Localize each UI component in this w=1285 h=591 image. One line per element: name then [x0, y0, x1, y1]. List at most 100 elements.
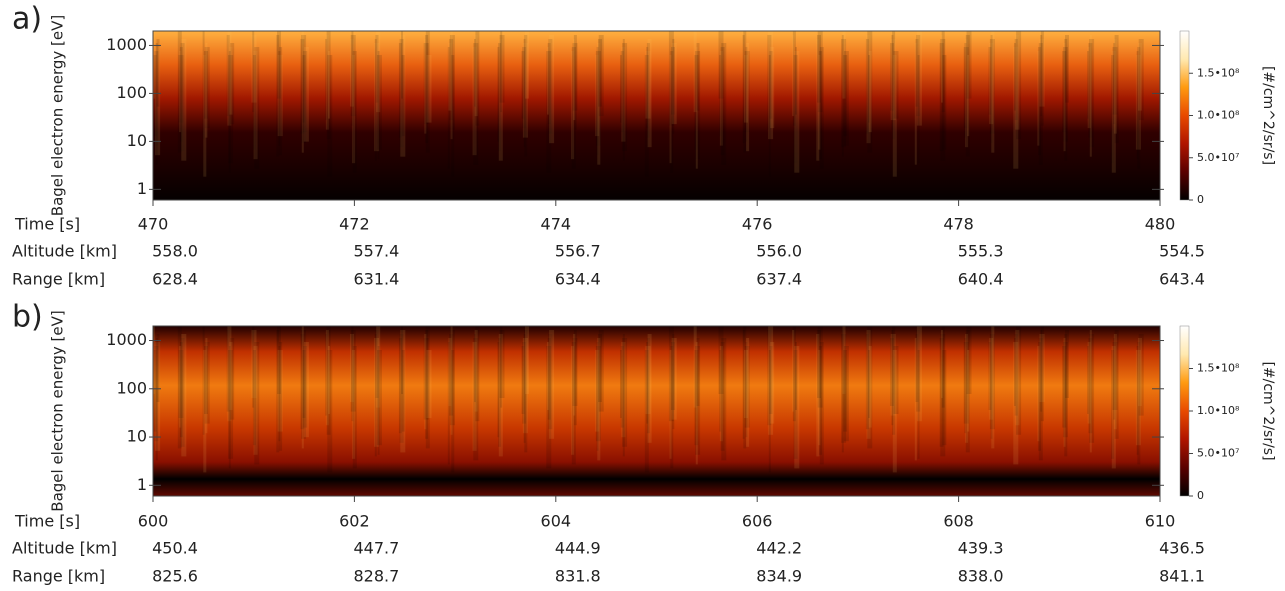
texture [1040, 35, 1043, 117]
texture [867, 31, 873, 153]
texture [1137, 342, 1141, 465]
texture [1015, 330, 1020, 426]
texture [1038, 43, 1043, 165]
y-axis-label: Bagel electron energy [eV] [49, 310, 67, 511]
texture [965, 334, 969, 443]
texture [156, 334, 160, 402]
texture [253, 346, 258, 455]
texture [472, 47, 477, 156]
texture [744, 350, 748, 418]
y-tick-label: 100 [116, 378, 147, 397]
texture [204, 342, 210, 424]
row-value: 450.4 [152, 539, 198, 558]
texture [571, 51, 575, 160]
texture [573, 330, 577, 426]
texture [178, 55, 184, 123]
texture [868, 350, 870, 418]
colorbar-tick-label: 0 [1197, 489, 1204, 502]
texture [1064, 39, 1068, 161]
texture [843, 350, 848, 432]
texture [179, 342, 183, 438]
texture [1014, 39, 1018, 121]
x-tick-label: 610 [1145, 512, 1176, 531]
texture [816, 39, 820, 161]
texture [991, 31, 995, 153]
texture [647, 334, 652, 443]
texture [251, 330, 257, 398]
texture [277, 31, 281, 99]
texture [891, 35, 894, 130]
texture [795, 342, 797, 410]
texture [423, 43, 429, 125]
texture [573, 39, 576, 121]
texture [695, 346, 701, 455]
texture [818, 350, 821, 446]
texture [1088, 338, 1093, 434]
texture [745, 342, 748, 438]
texture [376, 31, 381, 113]
texture [525, 31, 529, 99]
texture [350, 330, 356, 412]
texture [595, 51, 601, 146]
texture [1113, 39, 1117, 134]
texture [671, 342, 675, 410]
texture [868, 51, 872, 133]
texture [374, 338, 380, 447]
texture [228, 55, 234, 164]
texture [521, 346, 525, 414]
texture [1016, 326, 1022, 435]
texture [621, 342, 626, 438]
texture [720, 47, 725, 156]
texture [498, 338, 502, 447]
texture [1014, 43, 1016, 111]
texture [1013, 342, 1019, 465]
row-value: 558.0 [152, 242, 198, 261]
row-label: Altitude [km] [12, 242, 117, 261]
texture [622, 338, 628, 447]
plot-frame [152, 325, 1161, 497]
texture [204, 47, 210, 129]
texture [547, 43, 551, 125]
texture [794, 346, 800, 469]
texture [768, 55, 771, 177]
texture [890, 338, 894, 406]
texture [719, 51, 723, 146]
texture [325, 39, 328, 121]
texture [964, 43, 967, 138]
texture [916, 35, 921, 117]
texture [841, 39, 847, 148]
texture [181, 334, 187, 457]
colorbar-tick-label: 0 [1197, 193, 1204, 206]
texture [622, 39, 625, 161]
texture [941, 326, 945, 408]
texture [646, 47, 649, 129]
row-value: 442.2 [756, 539, 802, 558]
texture [523, 39, 526, 148]
x-axis-label: Time [s] [14, 215, 80, 234]
texture [230, 338, 235, 420]
texture [890, 43, 894, 111]
texture [746, 43, 750, 152]
texture [620, 51, 624, 133]
panel-label: a) [12, 2, 42, 37]
texture [893, 346, 899, 414]
texture [522, 43, 528, 138]
texture [842, 326, 846, 394]
texture [549, 35, 555, 144]
row-value: 834.9 [756, 567, 802, 586]
texture [967, 55, 970, 137]
texture [719, 350, 722, 432]
texture [743, 31, 747, 153]
colorbar-tick-label: 1.5•10⁸ [1197, 66, 1240, 79]
texture [1087, 346, 1089, 414]
texture [276, 330, 280, 453]
texture [1136, 346, 1139, 455]
x-tick-label: 480 [1145, 215, 1176, 234]
x-tick-label: 476 [742, 215, 773, 234]
texture [841, 334, 847, 443]
texture [1111, 55, 1115, 164]
texture [770, 342, 775, 424]
row-value: 439.3 [958, 539, 1004, 558]
texture [817, 330, 821, 398]
texture [180, 43, 185, 152]
